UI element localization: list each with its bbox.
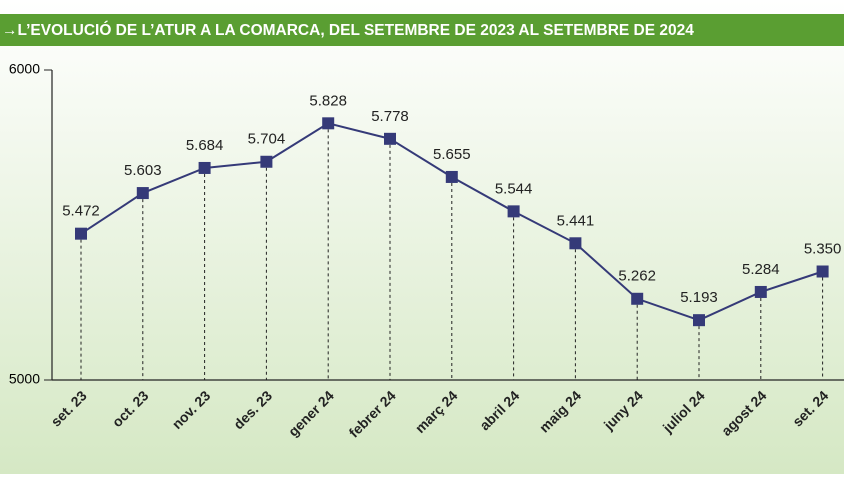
point <box>75 227 87 240</box>
point <box>631 292 644 305</box>
value-label: 5.655 <box>433 146 471 163</box>
point <box>816 265 829 278</box>
value-label: 5.603 <box>124 162 162 179</box>
y-tick-label: 5000 <box>9 371 40 387</box>
value-label: 5.778 <box>371 108 409 125</box>
value-label: 5.684 <box>186 137 224 154</box>
point <box>322 117 335 130</box>
point <box>754 285 767 298</box>
value-label: 5.828 <box>309 92 347 109</box>
point <box>445 170 458 183</box>
value-label: 5.441 <box>557 212 595 229</box>
value-label: 5.544 <box>495 180 533 197</box>
value-label: 5.262 <box>618 268 656 285</box>
value-label: 5.472 <box>62 203 100 220</box>
chart-title: →L’EVOLUCIÓ DE L’ATUR A LA COMARCA, DEL … <box>2 21 694 39</box>
y-tick-label: 6000 <box>9 61 40 77</box>
point <box>260 155 273 168</box>
point <box>569 237 582 250</box>
value-label: 5.350 <box>804 240 842 257</box>
point <box>693 314 705 327</box>
point <box>384 132 396 145</box>
point <box>198 161 211 174</box>
point <box>136 187 149 200</box>
value-label: 5.704 <box>248 131 286 148</box>
value-label: 5.284 <box>742 261 780 278</box>
title-bar <box>0 14 844 46</box>
point <box>507 205 520 218</box>
value-label: 5.193 <box>680 289 718 306</box>
